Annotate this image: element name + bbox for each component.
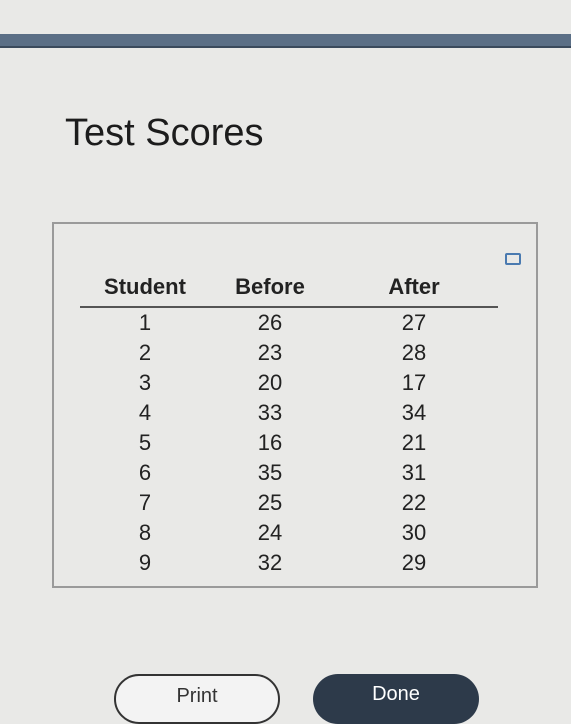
data-table: Student Before After 1 26 27 2 23 28 3 20 17 4 33 34 5…	[80, 274, 498, 578]
table-header: Student Before After	[80, 274, 498, 308]
table-row: 5 16 21	[80, 428, 498, 458]
table-cell: 4	[138, 400, 152, 425]
table-row: 3 20 17	[80, 368, 498, 398]
table-cell: 30	[401, 520, 427, 545]
copy-icon[interactable]	[505, 253, 521, 265]
column-header: Student	[80, 274, 210, 308]
table-cell: 20	[257, 370, 283, 395]
table-cell: 31	[401, 460, 427, 485]
top-bar	[0, 34, 571, 48]
table-cell: 5	[138, 430, 152, 455]
table-row: 7 25 22	[80, 488, 498, 518]
table-cell: 2	[138, 340, 152, 365]
table-panel	[52, 222, 538, 588]
table-row: 2 23 28	[80, 338, 498, 368]
table-cell: 7	[138, 490, 152, 515]
table-cell: 8	[138, 520, 152, 545]
table-cell: 26	[257, 310, 283, 335]
table-cell: 28	[401, 340, 427, 365]
title: Test Scores	[65, 112, 264, 154]
table-cell: 27	[401, 310, 427, 335]
table-body: 1 26 27 2 23 28 3 20 17 4 33 34 5 16 21 6 35 31 7 25 22 8 24 30…	[80, 307, 498, 578]
table-row: 6 35 31	[80, 458, 498, 488]
table-row: 8 24 30	[80, 518, 498, 548]
table-cell: 29	[401, 550, 427, 575]
table-cell: 25	[257, 490, 283, 515]
table-cell: 23	[257, 340, 283, 365]
print-button[interactable]: Print	[114, 674, 280, 724]
table-cell: 33	[257, 400, 283, 425]
table-cell: 21	[401, 430, 427, 455]
table-cell: 24	[257, 520, 283, 545]
table-row: 9 32 29	[80, 548, 498, 578]
table-row: 1 26 27	[80, 307, 498, 338]
table-cell: 9	[138, 550, 152, 575]
table-cell: 17	[401, 370, 427, 395]
column-header: Before	[210, 274, 330, 308]
table-cell: 35	[257, 460, 283, 485]
table-cell: 16	[257, 430, 283, 455]
table-cell: 1	[138, 310, 152, 335]
done-button[interactable]: Done	[313, 674, 479, 724]
table-cell: 6	[138, 460, 152, 485]
header-row: Student Before After	[80, 274, 498, 308]
column-header: After	[330, 274, 498, 308]
table-cell: 22	[401, 490, 427, 515]
table-row: 4 33 34	[80, 398, 498, 428]
table-cell: 32	[257, 550, 283, 575]
table-cell: 34	[401, 400, 427, 425]
table-cell: 3	[138, 370, 152, 395]
page: Test Scores Student Before After 1 26 27 2 23 2…	[0, 34, 571, 724]
